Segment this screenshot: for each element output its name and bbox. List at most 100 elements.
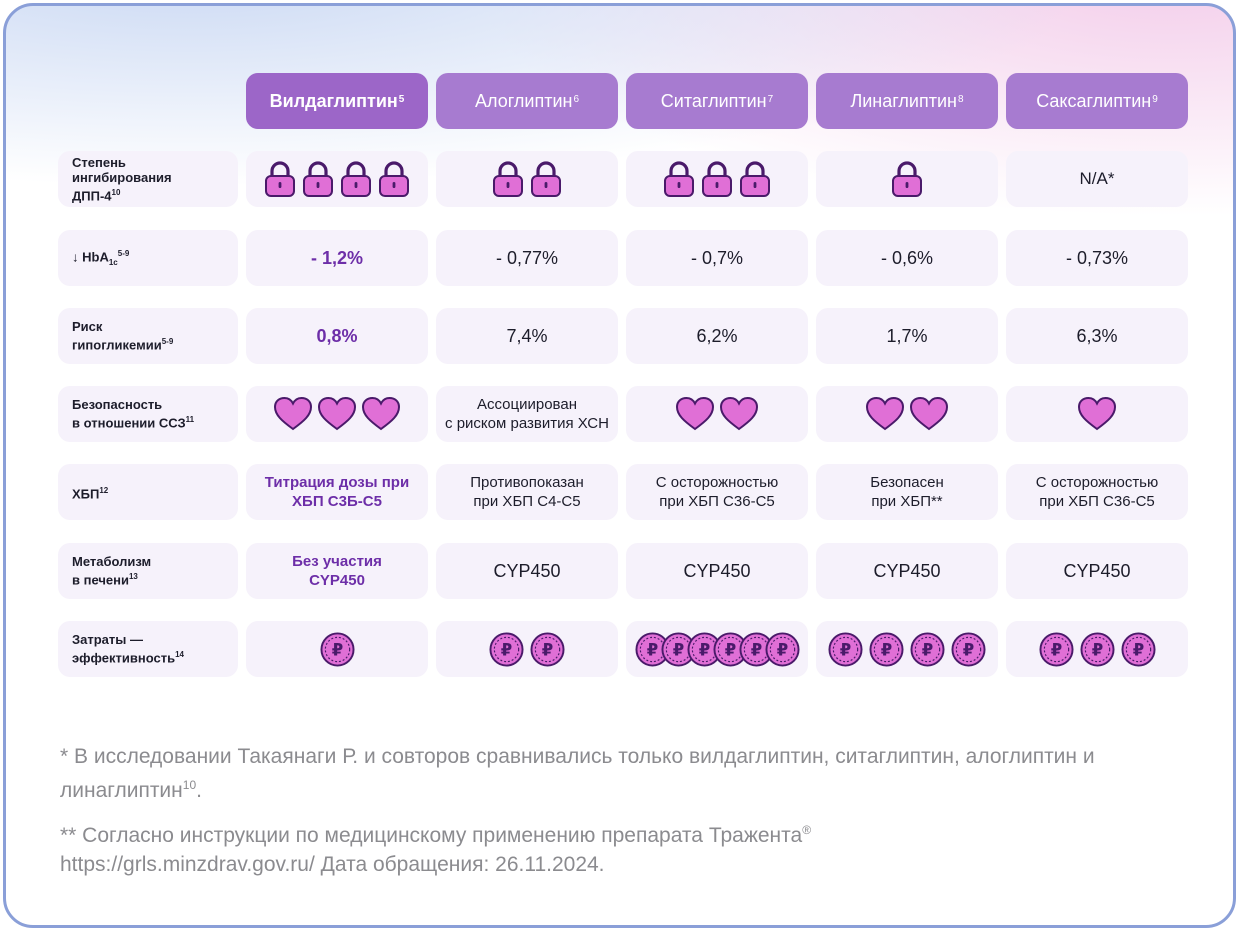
inhibition-cell bbox=[246, 151, 428, 207]
value-text: - 1,2% bbox=[310, 247, 364, 268]
lock-icon bbox=[303, 161, 333, 197]
metabolism-value: CYP450 bbox=[816, 543, 998, 599]
label-ref: 13 bbox=[128, 572, 138, 582]
header-ref: 5 bbox=[398, 93, 405, 105]
heart-group bbox=[673, 396, 761, 432]
cell-line: Безопасен bbox=[870, 474, 944, 491]
cv-cell bbox=[816, 386, 998, 442]
svg-text:₽: ₽ bbox=[1091, 640, 1103, 659]
label-line: Затраты — bbox=[72, 632, 143, 648]
svg-text:₽: ₽ bbox=[1132, 640, 1144, 659]
ruble-coin-icon: ₽ bbox=[764, 631, 800, 667]
ckd-value: С осторожностью при ХБП С36-С5 bbox=[1006, 464, 1188, 520]
cost-cell: ₽ ₽ bbox=[436, 621, 618, 677]
label-sub: 1c bbox=[108, 257, 118, 267]
cell-line: С осторожностью bbox=[1035, 474, 1159, 491]
hba1c-value: - 0,6% bbox=[816, 230, 998, 286]
hba1c-value: - 0,77% bbox=[436, 230, 618, 286]
value-text: 6,3% bbox=[1076, 325, 1118, 346]
ruble-coin-icon: ₽ bbox=[1079, 631, 1115, 667]
footnote-text: ** Согласно инструкции по медицинскому п… bbox=[60, 824, 803, 847]
lock-group bbox=[489, 160, 565, 198]
hba1c-value: - 0,7% bbox=[626, 230, 808, 286]
ruble-coin-icon: ₽ bbox=[319, 631, 355, 667]
cell-line: Без участия bbox=[292, 553, 382, 570]
header-label: Алоглиптин bbox=[475, 90, 573, 111]
header-vildagliptin: Вилдаглиптин 5 bbox=[246, 73, 428, 129]
lock-icon bbox=[702, 161, 732, 197]
cell-line: CYP450 bbox=[309, 572, 365, 589]
coin-group: ₽ ₽ ₽ ₽ bbox=[825, 631, 989, 667]
value-text: - 0,73% bbox=[1065, 247, 1129, 268]
ckd-value: Противопоказан при ХБП С4-С5 bbox=[436, 464, 618, 520]
footnote-text: * В исследовании Такаянаги Р. и совторов… bbox=[60, 745, 1095, 802]
heart-group bbox=[271, 396, 403, 432]
svg-text:₽: ₽ bbox=[698, 640, 710, 659]
lock-icon bbox=[740, 161, 770, 197]
cell-line: при ХБП С36-С5 bbox=[659, 493, 775, 510]
svg-text:₽: ₽ bbox=[672, 640, 684, 659]
ckd-value: Титрация дозы при ХБП С3Б-С5 bbox=[246, 464, 428, 520]
hba1c-value: - 1,2% bbox=[246, 230, 428, 286]
ruble-coin-icon: ₽ bbox=[1038, 631, 1074, 667]
coin-group: ₽ ₽ ₽ bbox=[1036, 631, 1159, 667]
value-text: - 0,6% bbox=[880, 247, 934, 268]
svg-text:₽: ₽ bbox=[501, 640, 513, 659]
value-text: - 0,7% bbox=[690, 247, 744, 268]
inhibition-cell bbox=[626, 151, 808, 207]
row-label-cv-safety: Безопасность в отношении ССЗ11 bbox=[58, 386, 238, 442]
coin-group: ₽ ₽ bbox=[486, 631, 568, 667]
ckd-value: С осторожностью при ХБП С36-С5 bbox=[626, 464, 808, 520]
heart-icon bbox=[273, 396, 313, 431]
label-line: ингибирования bbox=[72, 169, 172, 185]
hypo-value: 0,8% bbox=[246, 308, 428, 364]
header-label: Линаглиптин bbox=[850, 90, 957, 111]
hypo-value: 6,2% bbox=[626, 308, 808, 364]
ruble-coin-icon: ₽ bbox=[828, 631, 863, 667]
header-sitagliptin: Ситаглиптин 7 bbox=[626, 73, 808, 129]
svg-text:₽: ₽ bbox=[331, 640, 343, 659]
registered-mark: ® bbox=[802, 823, 812, 837]
cell-line: с риском развития ХСН bbox=[445, 415, 609, 432]
label-ref: 12 bbox=[99, 485, 109, 495]
ruble-coin-icon: ₽ bbox=[951, 631, 986, 667]
coin-group: ₽ bbox=[317, 631, 358, 667]
label-line: Безопасность bbox=[72, 397, 163, 413]
header-label: Ситаглиптин bbox=[660, 90, 767, 111]
metabolism-value: CYP450 bbox=[436, 543, 618, 599]
ruble-coin-icon: ₽ bbox=[869, 631, 904, 667]
heart-icon bbox=[317, 396, 357, 431]
value-text: 0,8% bbox=[316, 325, 358, 346]
label-line: Метаболизм bbox=[72, 554, 152, 570]
cost-cell: ₽ ₽ ₽ ₽ bbox=[816, 621, 998, 677]
label-ref: 5-9 bbox=[161, 337, 174, 347]
lock-icon bbox=[265, 161, 295, 197]
header-ref: 7 bbox=[767, 93, 774, 105]
metabolism-value: CYP450 bbox=[626, 543, 808, 599]
header-ref: 8 bbox=[957, 93, 964, 105]
label-text: ХБП bbox=[72, 486, 100, 502]
label-line: Степень bbox=[72, 154, 126, 170]
label-text: ↓ HbA bbox=[72, 249, 109, 265]
header-linagliptin: Линаглиптин 8 bbox=[816, 73, 998, 129]
cell-line: Ассоциирован bbox=[477, 396, 577, 413]
footnote-ref: 10 bbox=[182, 778, 197, 792]
heart-icon bbox=[675, 396, 715, 431]
hba1c-value: - 0,73% bbox=[1006, 230, 1188, 286]
cost-cell: ₽ ₽ ₽ ₽ ₽ ₽ bbox=[626, 621, 808, 677]
cv-cell-text: Ассоциирован с риском развития ХСН bbox=[436, 386, 618, 442]
heart-icon bbox=[1077, 396, 1117, 431]
lock-icon bbox=[379, 161, 409, 197]
label-ref: 10 bbox=[111, 187, 121, 197]
row-label-inhibition: Степень ингибирования ДПП-410 bbox=[58, 151, 238, 207]
cost-cell: ₽ ₽ ₽ bbox=[1006, 621, 1188, 677]
cv-cell bbox=[246, 386, 428, 442]
svg-text:₽: ₽ bbox=[542, 640, 554, 659]
inhibition-cell bbox=[816, 151, 998, 207]
label-line: Риск bbox=[72, 319, 103, 335]
cell-line: Противопоказан bbox=[470, 474, 584, 491]
cv-cell bbox=[626, 386, 808, 442]
ruble-coin-icon: ₽ bbox=[910, 631, 945, 667]
svg-text:₽: ₽ bbox=[963, 640, 975, 659]
label-ref: 11 bbox=[185, 415, 195, 425]
